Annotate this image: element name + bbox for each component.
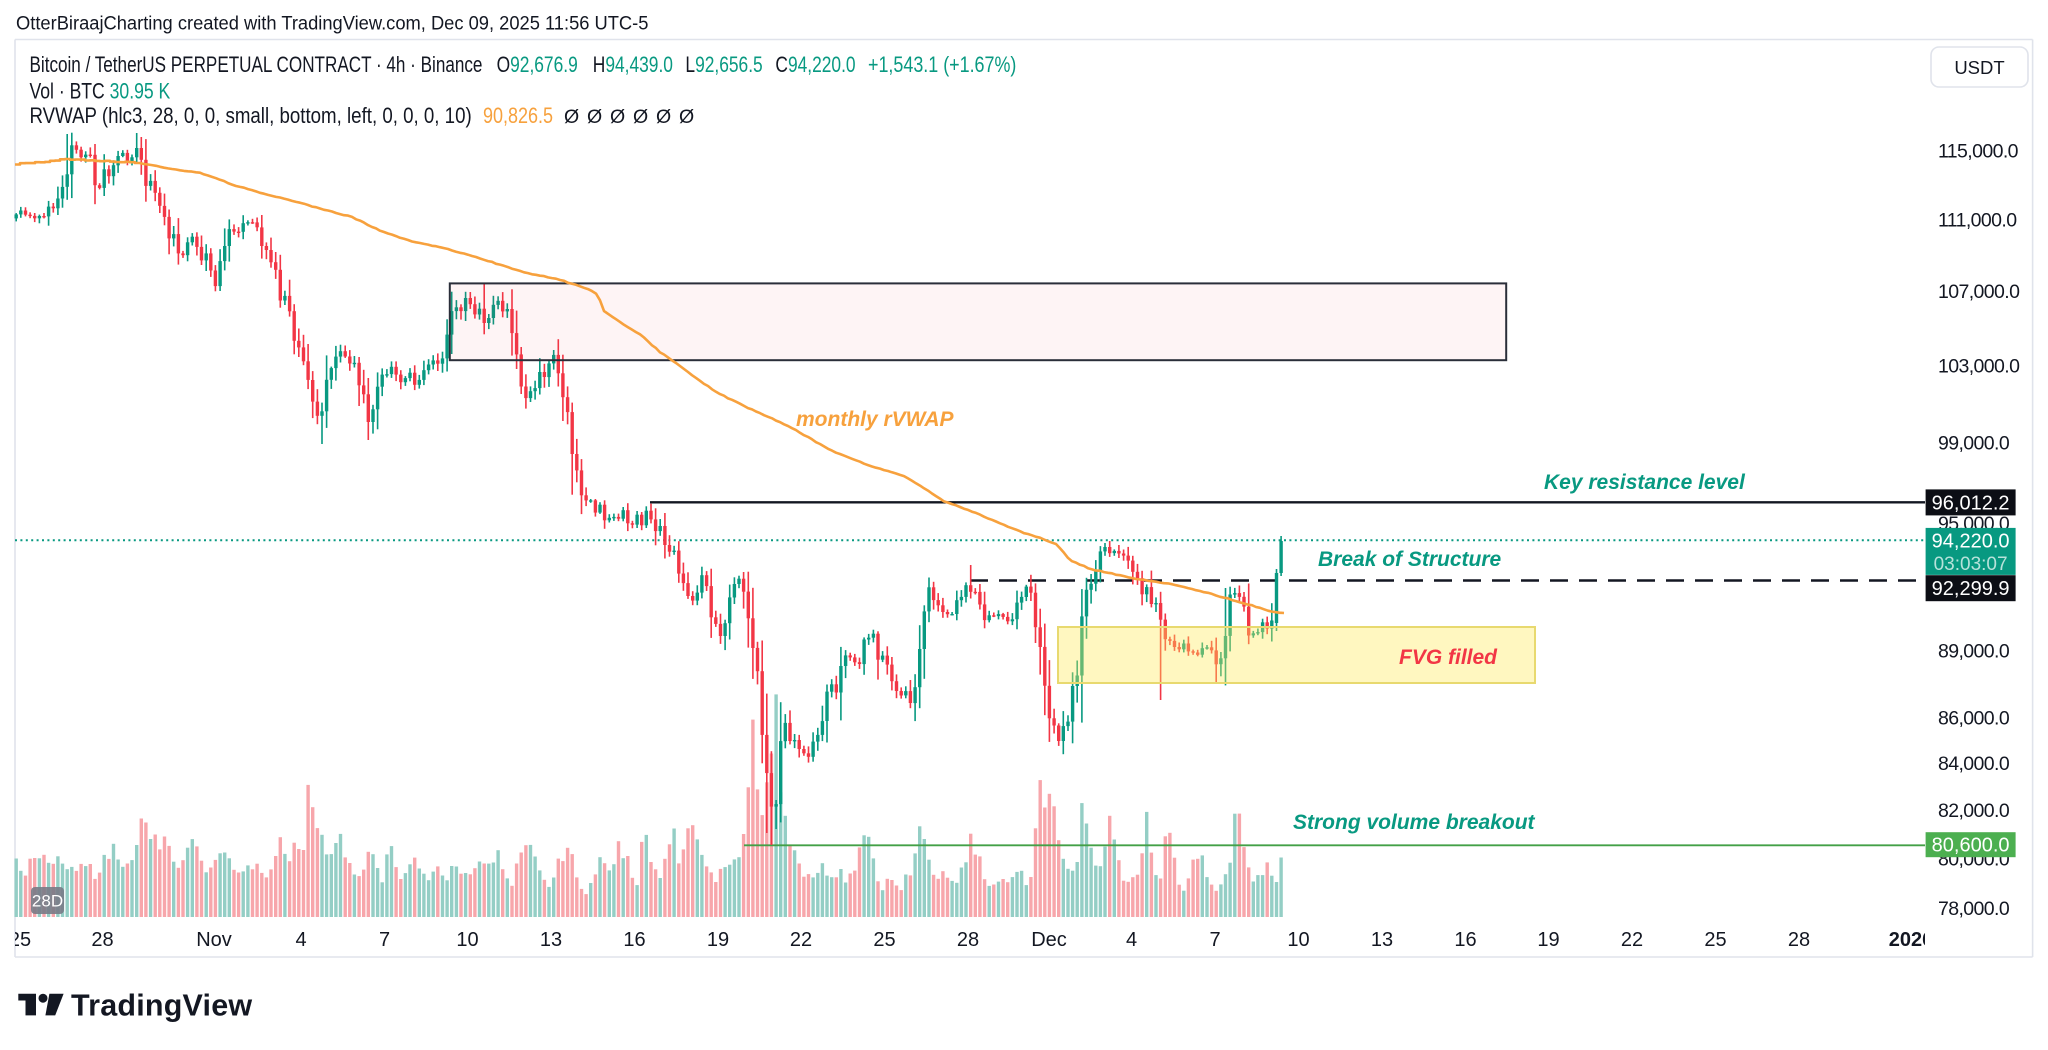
svg-text:L92,656.5: L92,656.5 (685, 53, 762, 77)
svg-text:FVG filled: FVG filled (1399, 646, 1498, 669)
svg-text:13: 13 (1371, 929, 1393, 951)
svg-text:TradingView: TradingView (71, 988, 252, 1022)
svg-text:86,000.0: 86,000.0 (1938, 707, 2010, 729)
svg-text:16: 16 (623, 929, 645, 951)
svg-text:Break of Structure: Break of Structure (1318, 548, 1502, 571)
svg-text:28: 28 (1788, 929, 1810, 951)
svg-text:03:03:07: 03:03:07 (1934, 554, 2008, 575)
svg-text:96,012.2: 96,012.2 (1932, 492, 2010, 514)
svg-text:Ø: Ø (679, 106, 694, 128)
svg-text:22: 22 (1621, 929, 1643, 951)
svg-text:16: 16 (1454, 929, 1476, 951)
svg-text:Key resistance level: Key resistance level (1544, 471, 1746, 494)
svg-text:94,220.0: 94,220.0 (1932, 531, 2010, 553)
svg-text:25: 25 (9, 929, 31, 951)
svg-text:Ø: Ø (610, 106, 625, 128)
svg-text:103,000.0: 103,000.0 (1938, 356, 2020, 378)
svg-text:O92,676.9: O92,676.9 (497, 53, 578, 77)
svg-text:19: 19 (707, 929, 729, 951)
svg-text:USDT: USDT (1954, 57, 2004, 78)
svg-text:99,000.0: 99,000.0 (1938, 433, 2010, 455)
svg-text:H94,439.0: H94,439.0 (593, 53, 673, 77)
svg-text:25: 25 (873, 929, 895, 951)
svg-text:28D: 28D (32, 892, 63, 911)
svg-text:monthly rVWAP: monthly rVWAP (796, 408, 955, 431)
svg-text:RVWAP (hlc3, 28, 0, 0, small,: RVWAP (hlc3, 28, 0, 0, small, bottom, le… (30, 105, 472, 129)
svg-text:111,000.0: 111,000.0 (1938, 210, 2017, 232)
svg-text:Ø: Ø (564, 106, 579, 128)
svg-text:115,000.0: 115,000.0 (1938, 141, 2019, 163)
svg-text:78,000.0: 78,000.0 (1938, 898, 2010, 920)
svg-text:Ø: Ø (656, 106, 671, 128)
svg-text:19: 19 (1537, 929, 1559, 951)
svg-text:Dec: Dec (1031, 929, 1067, 951)
svg-text:90,826.5: 90,826.5 (483, 104, 553, 128)
svg-text:Ø: Ø (587, 106, 602, 128)
svg-text:2026: 2026 (1889, 929, 1934, 951)
svg-text:13: 13 (540, 929, 562, 951)
svg-text:25: 25 (1704, 929, 1726, 951)
svg-text:10: 10 (456, 929, 478, 951)
svg-text:28: 28 (957, 929, 979, 951)
svg-text:28: 28 (91, 929, 113, 951)
svg-text:107,000.0: 107,000.0 (1938, 281, 2020, 303)
svg-text:7: 7 (379, 929, 390, 951)
svg-text:+1,543.1 (+1.67%): +1,543.1 (+1.67%) (868, 53, 1016, 77)
svg-text:4: 4 (1126, 929, 1137, 951)
svg-text:92,299.9: 92,299.9 (1932, 578, 2010, 600)
svg-text:C94,220.0: C94,220.0 (775, 53, 855, 77)
svg-text:Ø: Ø (633, 106, 648, 128)
svg-text:Strong volume breakout: Strong volume breakout (1293, 811, 1536, 834)
svg-text:7: 7 (1209, 929, 1220, 951)
svg-text:Nov: Nov (196, 929, 232, 951)
svg-text:82,000.0: 82,000.0 (1938, 800, 2010, 822)
svg-text:4: 4 (295, 929, 306, 951)
svg-text:Bitcoin / TetherUS PERPETUAL C: Bitcoin / TetherUS PERPETUAL CONTRACT · … (30, 53, 483, 78)
svg-text:10: 10 (1287, 929, 1309, 951)
svg-text:84,000.0: 84,000.0 (1938, 753, 2010, 775)
svg-text:89,000.0: 89,000.0 (1938, 640, 2010, 662)
svg-text:22: 22 (790, 929, 812, 951)
svg-text:80,600.0: 80,600.0 (1932, 835, 2010, 857)
svg-text:Vol · BTC 30.95 K: Vol · BTC 30.95 K (30, 80, 171, 104)
svg-text:OtterBiraajCharting created wi: OtterBiraajCharting created with Trading… (16, 13, 648, 35)
